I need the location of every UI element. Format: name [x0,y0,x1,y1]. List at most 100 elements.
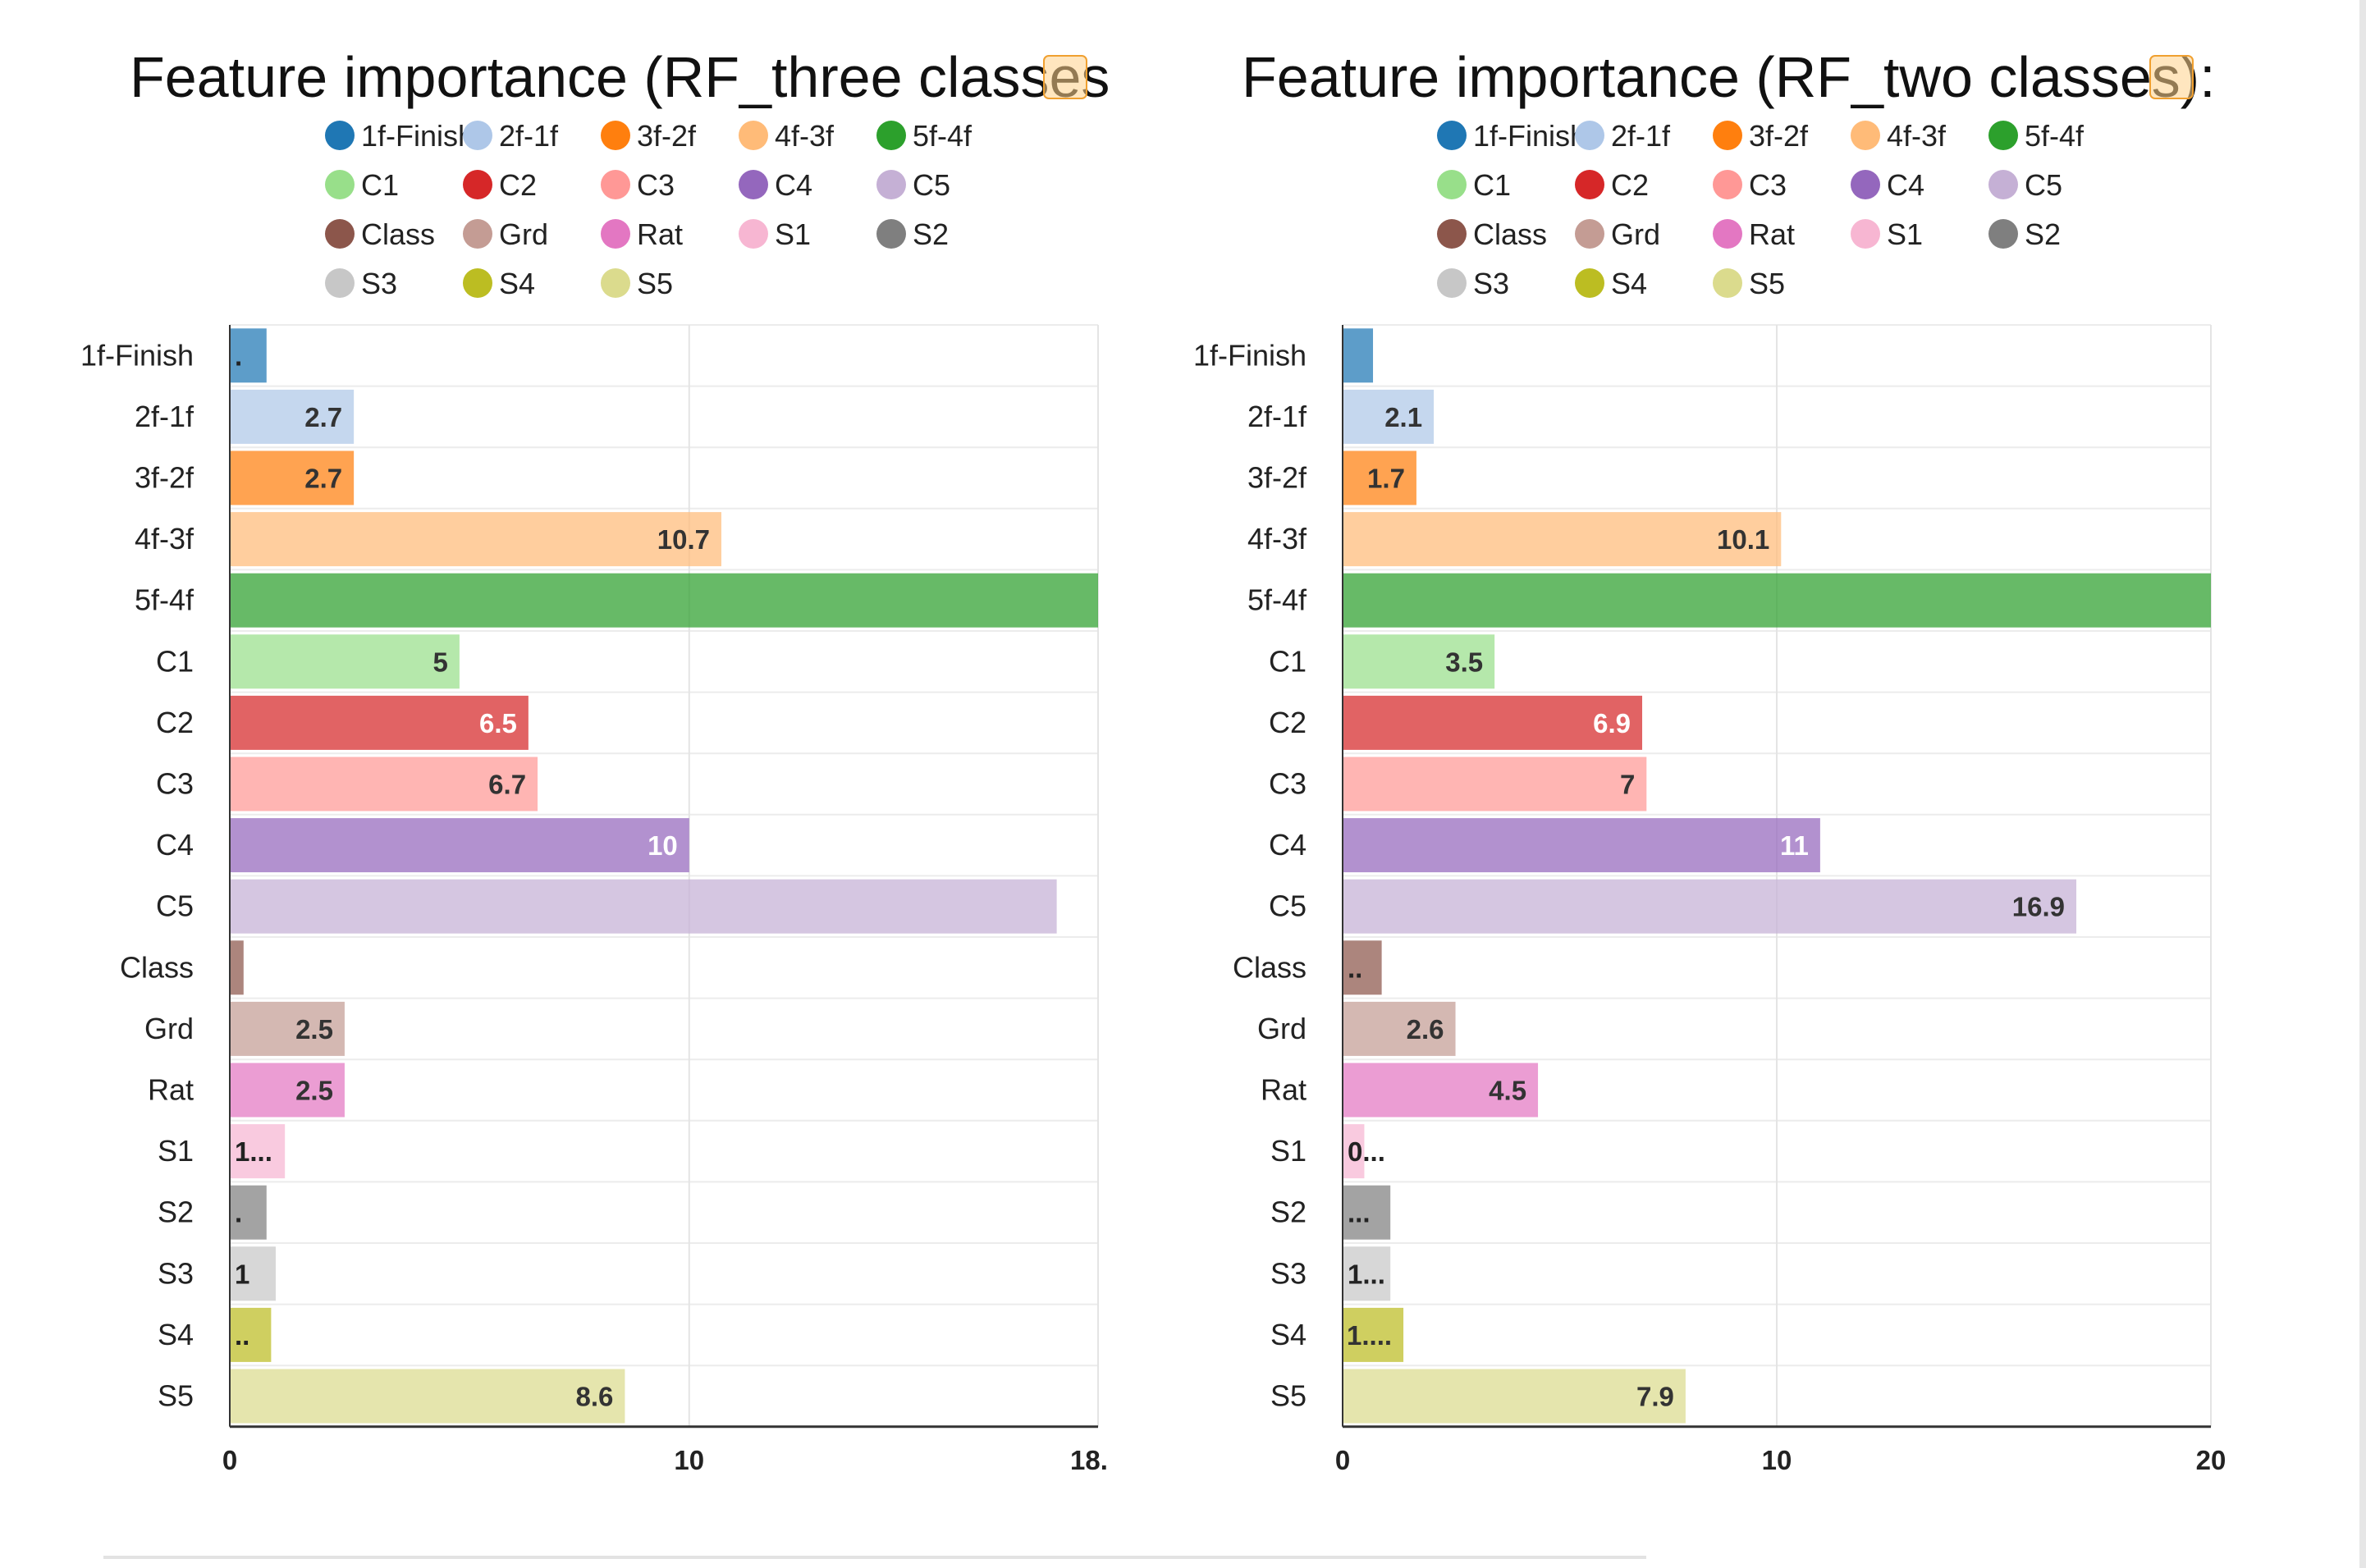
legend-item-3f-2f[interactable]: 3f-2f [601,119,697,153]
bar-1f-finish[interactable] [230,328,267,383]
legend-label: S3 [1473,267,1509,300]
bar-grd[interactable] [1343,1001,1456,1056]
bar-s3[interactable] [230,1246,276,1301]
bar-s2[interactable] [1343,1185,1391,1240]
bar-rat[interactable] [230,1063,345,1118]
bar-4f-3f[interactable] [1343,512,1782,567]
bar-class[interactable] [230,940,244,995]
bar-s2[interactable] [230,1185,267,1240]
legend-item-class[interactable]: Class [325,217,435,251]
data-label: 7.9 [1636,1382,1674,1412]
legend-item-5f-4f[interactable]: 5f-4f [876,119,972,153]
bar-s1[interactable] [1343,1124,1365,1179]
legend-swatch [1437,219,1467,249]
legend-item-c1[interactable]: C1 [1437,168,1511,202]
bar-5f-4f[interactable] [230,573,1098,628]
legend-item-1f-finish[interactable]: 1f-Finish [325,119,474,153]
bar-s5[interactable] [1343,1369,1686,1424]
bar-2f-1f[interactable] [230,389,355,444]
legend-swatch [325,170,355,199]
legend-label: Class [361,217,435,251]
legend-swatch [1575,268,1604,298]
bar-c5[interactable] [230,879,1057,934]
legend-item-grd[interactable]: Grd [1575,217,1660,251]
legend-label: Class [1473,217,1547,251]
legend-swatch [1988,121,2018,150]
bar-c4[interactable] [1343,818,1820,873]
legend-item-s4[interactable]: S4 [463,267,535,300]
bar-5f-4f[interactable] [1343,573,2211,628]
x-tick-label: 10 [674,1445,704,1475]
legend-item-c4[interactable]: C4 [739,168,812,202]
legend-label: 1f-Finish [361,119,474,153]
legend-swatch [739,121,768,150]
legend-item-s4[interactable]: S4 [1575,267,1647,300]
legend-swatch [1713,268,1742,298]
bar-s4[interactable] [1343,1307,1404,1362]
category-label: S2 [1270,1195,1307,1229]
legend-label: S1 [775,217,811,251]
legend-item-3f-2f[interactable]: 3f-2f [1713,119,1809,153]
bar-c1[interactable] [230,634,460,689]
legend-item-c4[interactable]: C4 [1851,168,1924,202]
legend-item-s5[interactable]: S5 [1713,267,1785,300]
bar-s4[interactable] [230,1307,272,1362]
bar-c4[interactable] [230,818,689,873]
legend-item-2f-1f[interactable]: 2f-1f [463,119,559,153]
legend-item-s2[interactable]: S2 [876,217,949,251]
bar-class[interactable] [1343,940,1382,995]
legend-item-class[interactable]: Class [1437,217,1547,251]
bar-s5[interactable] [230,1369,625,1424]
legend-item-s5[interactable]: S5 [601,267,673,300]
legend-item-c5[interactable]: C5 [876,168,950,202]
legend-item-c3[interactable]: C3 [601,168,675,202]
data-label: 1 [235,1259,249,1289]
legend-item-grd[interactable]: Grd [463,217,548,251]
bar-rat[interactable] [1343,1063,1539,1118]
bar-c2[interactable] [1343,695,1643,750]
legend-label: C5 [2025,168,2062,202]
legend-item-s3[interactable]: S3 [325,267,397,300]
bar-s1[interactable] [230,1124,286,1179]
legend-swatch [1575,219,1604,249]
category-label: 1f-Finish [80,338,194,372]
legend-item-s1[interactable]: S1 [739,217,811,251]
legend-item-s1[interactable]: S1 [1851,217,1923,251]
bar-s3[interactable] [1343,1246,1391,1301]
bar-2f-1f[interactable] [1343,389,1435,444]
legend-item-s3[interactable]: S3 [1437,267,1509,300]
category-label: S4 [1270,1318,1307,1351]
legend-item-2f-1f[interactable]: 2f-1f [1575,119,1671,153]
legend-item-5f-4f[interactable]: 5f-4f [1988,119,2085,153]
bar-3f-2f[interactable] [230,450,355,505]
data-label: 2.7 [304,402,342,432]
window-edge [2359,0,2366,1568]
bar-1f-finish[interactable] [1343,328,1374,383]
legend-item-c2[interactable]: C2 [1575,168,1649,202]
legend-item-rat[interactable]: Rat [601,217,683,251]
legend-item-1f-finish[interactable]: 1f-Finish [1437,119,1586,153]
legend-swatch [876,170,906,199]
legend-item-c3[interactable]: C3 [1713,168,1787,202]
legend-item-c5[interactable]: C5 [1988,168,2062,202]
legend-item-rat[interactable]: Rat [1713,217,1795,251]
legend-item-c2[interactable]: C2 [463,168,537,202]
legend-item-4f-3f[interactable]: 4f-3f [739,119,835,153]
title-overlay-marker [2149,55,2194,99]
bar-c1[interactable] [1343,634,1495,689]
legend-label: C4 [775,168,812,202]
bar-c5[interactable] [1343,879,2077,934]
data-label: 10 [648,830,678,861]
bar-c3[interactable] [1343,757,1647,811]
bar-c3[interactable] [230,757,538,811]
legend-swatch [1851,121,1880,150]
legend-item-s2[interactable]: S2 [1988,217,2061,251]
bar-4f-3f[interactable] [230,512,721,567]
bar-3f-2f[interactable] [1343,450,1416,505]
bar-grd[interactable] [230,1001,345,1056]
legend-item-c1[interactable]: C1 [325,168,399,202]
data-label: 2.6 [1407,1014,1444,1045]
legend-item-4f-3f[interactable]: 4f-3f [1851,119,1947,153]
bar-c2[interactable] [230,695,529,750]
